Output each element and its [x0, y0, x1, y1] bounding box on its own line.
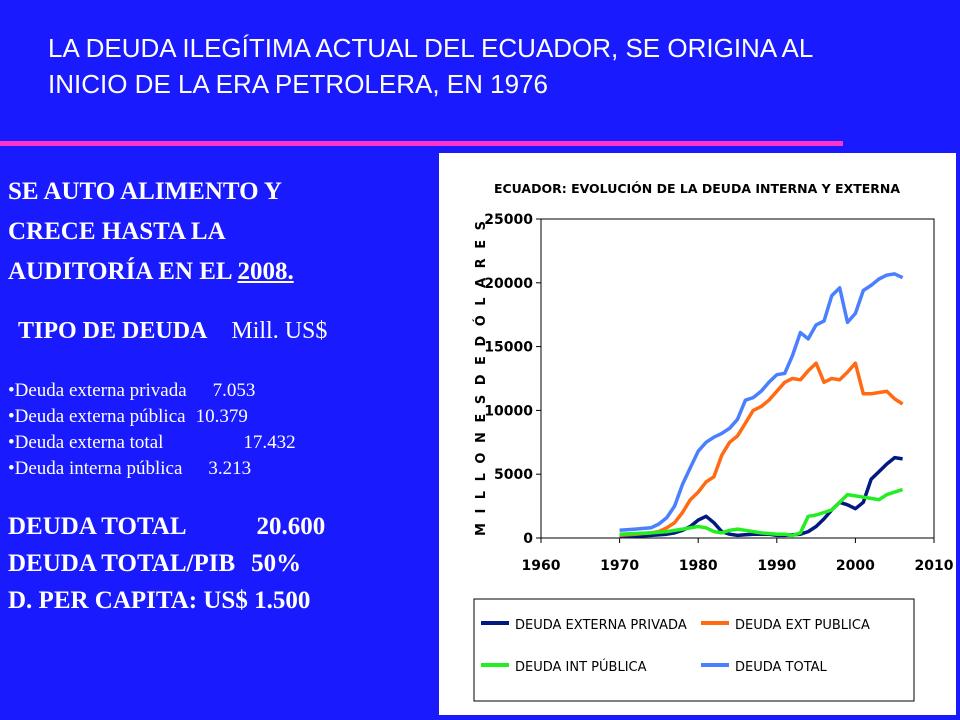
per-capita-row: D. PER CAPITA: US$ 1.500	[8, 582, 433, 619]
debt-type-header: TIPO DE DEUDA Mill. US$	[8, 314, 433, 348]
slide-title: LA DEUDA ILEGÍTIMA ACTUAL DEL ECUADOR, S…	[48, 33, 813, 99]
debt-item-label: Deuda externa total	[14, 432, 164, 453]
x-tick-label: 2000	[836, 558, 875, 574]
y-tick-label: 5000	[494, 467, 533, 483]
debt-type-label: TIPO DE DEUDA	[18, 318, 208, 344]
headline-year: 2008.	[237, 258, 294, 285]
x-tick-label: 1980	[679, 558, 718, 574]
headline-line-2: CRECE HASTA LA	[8, 218, 226, 245]
headline-line-3: AUDITORÍA EN EL 2008.	[8, 252, 433, 292]
legend-label: DEUDA INT PÚBLICA	[515, 659, 647, 675]
debt-line-chart: ECUADOR: EVOLUCIÓN DE LA DEUDA INTERNA Y…	[473, 181, 954, 702]
y-tick-label: 20000	[484, 276, 533, 292]
pib-label: DEUDA TOTAL/PIB	[8, 550, 236, 577]
legend-label: DEUDA TOTAL	[735, 660, 828, 675]
debt-item-value: 7.053	[212, 380, 256, 401]
y-tick-label: 25000	[484, 212, 533, 228]
legend-label: DEUDA EXTERNA PRIVADA	[515, 618, 687, 633]
pib-row: DEUDA TOTAL/PIB 50%	[8, 545, 433, 582]
title-divider	[0, 141, 843, 146]
debt-item-value: 3.213	[208, 458, 252, 479]
y-tick-label: 10000	[484, 403, 533, 419]
x-tick-label: 2010	[915, 558, 954, 574]
debt-item-value: 10.379	[195, 406, 248, 427]
list-item: Deuda externa total 17.432	[8, 430, 433, 456]
debt-type-unit: Mill. US$	[231, 318, 328, 344]
y-tick-label: 0	[523, 531, 533, 547]
list-item: Deuda externa pública 10.379	[8, 404, 433, 430]
legend-box	[473, 598, 915, 702]
x-tick-label: 1990	[757, 558, 796, 574]
y-axis-label: M I L L O N E S D E D Ó L A R E S	[473, 221, 489, 536]
headline-line-1: SE AUTO ALIMENTO Y	[8, 178, 282, 205]
debt-item-label: Deuda interna pública	[14, 458, 183, 479]
debt-list: Deuda externa privada 7.053 Deuda externa…	[8, 378, 433, 482]
total-label: DEUDA TOTAL	[8, 513, 187, 540]
list-item: Deuda interna pública 3.213	[8, 456, 433, 482]
total-row: DEUDA TOTAL 20.600	[8, 508, 433, 545]
pib-value: 50%	[251, 550, 302, 577]
x-tick-label: 1960	[522, 558, 561, 574]
left-panel: SE AUTO ALIMENTO Y CRECE HASTA LA AUDITO…	[8, 172, 433, 619]
series-line-deuda-int-p-blica	[619, 487, 904, 538]
debt-item-value: 17.432	[243, 432, 296, 453]
chart-panel: ECUADOR: EVOLUCIÓN DE LA DEUDA INTERNA Y…	[439, 153, 956, 715]
per-capita-label: D. PER CAPITA:	[8, 587, 198, 614]
debt-item-label: Deuda externa privada	[14, 380, 187, 401]
series-line-deuda-total	[619, 272, 904, 533]
total-value: 20.600	[256, 513, 326, 540]
totals-block: DEUDA TOTAL 20.600 DEUDA TOTAL/PIB 50% D. …	[8, 508, 433, 619]
y-tick-label: 15000	[484, 340, 533, 356]
headline-audit-text: AUDITORÍA EN EL	[8, 258, 238, 285]
series-line-deuda-ext-publica	[619, 361, 904, 538]
debt-item-label: Deuda externa pública	[14, 406, 186, 427]
x-tick-label: 1970	[600, 558, 639, 574]
plot-area-frame	[540, 218, 935, 539]
chart-title: ECUADOR: EVOLUCIÓN DE LA DEUDA INTERNA Y…	[494, 181, 900, 196]
legend-label: DEUDA EXT PUBLICA	[735, 618, 870, 633]
list-item: Deuda externa privada 7.053	[8, 378, 433, 404]
per-capita-value: US$ 1.500	[203, 587, 311, 614]
